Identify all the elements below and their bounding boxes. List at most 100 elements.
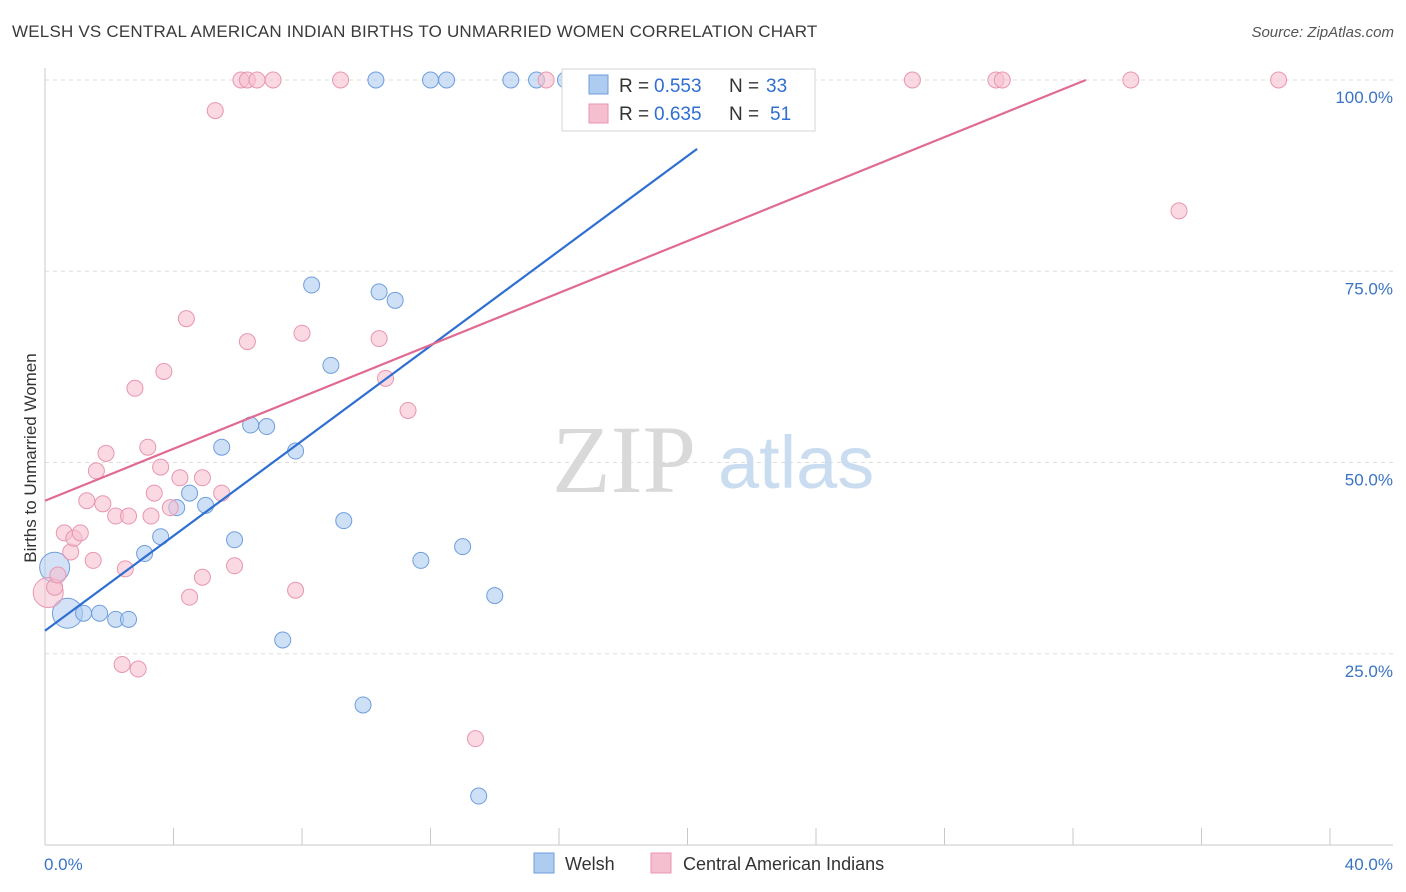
legend-swatch-welsh: [588, 74, 609, 95]
cai-point-8: [84, 551, 102, 569]
legend-n-value-cai: 51: [770, 104, 791, 125]
welsh-point-15: [274, 631, 292, 649]
cai-point-38: [466, 730, 484, 748]
cai-point-49: [1270, 71, 1288, 89]
legend-swatch-cai: [588, 103, 609, 124]
y-tick-label-2: 75.0%: [1345, 279, 1393, 298]
watermark-atlas: atlas: [718, 421, 874, 504]
welsh-point-27: [367, 71, 385, 89]
legend-box: R = 0.553 N = 33 R = 0.635 N = 51: [561, 68, 816, 132]
cai-point-10: [94, 495, 112, 513]
welsh-point-18: [322, 356, 340, 374]
welsh-point-17: [303, 276, 321, 294]
welsh-point-11: [213, 438, 231, 456]
cai-point-31: [226, 557, 244, 575]
cai-point-47: [993, 71, 1011, 89]
welsh-point-30: [502, 71, 520, 89]
welsh-point-29: [438, 71, 456, 89]
cai-point-29: [206, 102, 224, 120]
welsh-point-19: [335, 512, 353, 530]
chart-title: WELSH VS CENTRAL AMERICAN INDIAN BIRTHS …: [12, 22, 818, 41]
cai-point-7: [78, 492, 96, 510]
cai-point-6: [71, 524, 89, 542]
cai-point-2: [49, 566, 67, 584]
cai-point-27: [193, 568, 211, 586]
cai-point-26: [181, 588, 199, 606]
central-american-indian-points: [32, 71, 1288, 748]
cai-point-42: [264, 71, 282, 89]
trend-lines: [44, 78, 1087, 632]
cai-point-14: [116, 560, 134, 578]
watermark: ZIP atlas: [552, 406, 874, 513]
cai-point-33: [287, 581, 305, 599]
welsh-point-21: [370, 283, 388, 301]
welsh-points: [39, 71, 574, 805]
grid-lines: [45, 79, 1393, 655]
y-tick-label-1: 50.0%: [1345, 471, 1393, 490]
welsh-point-23: [412, 551, 430, 569]
bottom-legend-swatch-cai: [650, 852, 672, 874]
bottom-legend-swatch-welsh: [533, 852, 555, 874]
legend-r-value-welsh: 0.553: [654, 76, 702, 97]
welsh-point-24: [454, 538, 472, 556]
cai-point-22: [155, 362, 173, 380]
welsh-point-6: [136, 545, 154, 563]
cai-point-16: [126, 379, 144, 397]
cai-point-18: [139, 438, 157, 456]
x-tick-max: 40.0%: [1345, 855, 1393, 874]
cai-point-48: [1122, 71, 1140, 89]
welsh-point-25: [470, 787, 488, 805]
legend-n-label-cai: N =: [729, 104, 759, 125]
welsh-point-5: [120, 610, 138, 628]
cai-point-35: [370, 330, 388, 348]
legend-n-label-welsh: N =: [729, 76, 759, 97]
watermark-zip: ZIP: [552, 406, 696, 513]
cai-point-30: [213, 484, 231, 502]
welsh-point-12: [226, 531, 244, 549]
bottom-legend: Welsh Central American Indians: [533, 852, 884, 874]
axes: [44, 68, 1393, 846]
cai-point-9: [87, 462, 105, 480]
y-tick-label-3: 100.0%: [1335, 88, 1393, 107]
bottom-legend-cai: Central American Indians: [683, 854, 884, 874]
cai-point-37: [399, 401, 417, 419]
cai-point-32: [238, 333, 256, 351]
cai-point-44: [537, 71, 555, 89]
cai-point-15: [120, 507, 138, 525]
cai-point-50: [1170, 202, 1188, 220]
cai-point-45: [903, 71, 921, 89]
cai-point-13: [113, 655, 131, 673]
cai-point-28: [193, 469, 211, 487]
cai-point-43: [332, 71, 350, 89]
welsh-point-9: [181, 484, 199, 502]
cai-point-4: [62, 543, 80, 561]
y-tick-label-0: 25.0%: [1345, 662, 1393, 681]
cai-point-34: [293, 324, 311, 342]
cai-point-11: [97, 444, 115, 462]
cai-point-25: [177, 310, 195, 328]
legend-r-label-cai: R =: [619, 104, 649, 125]
welsh-point-26: [486, 587, 504, 605]
welsh-point-20: [354, 696, 372, 714]
welsh-point-28: [422, 71, 439, 89]
y-tick-labels: 25.0% 50.0% 75.0% 100.0%: [1335, 88, 1393, 681]
welsh-point-3: [91, 604, 109, 622]
cai-point-41: [248, 71, 266, 89]
source-credit: Source: ZipAtlas.com: [1251, 24, 1394, 41]
welsh-point-22: [386, 291, 404, 309]
legend-n-value-welsh: 33: [766, 76, 787, 97]
legend-r-label-welsh: R =: [619, 76, 649, 97]
cai-point-20: [145, 484, 163, 502]
legend-r-value-cai: 0.635: [654, 104, 702, 125]
welsh-trend-line: [44, 147, 698, 632]
bottom-legend-welsh: Welsh: [565, 854, 615, 874]
x-tick-min: 0.0%: [44, 855, 83, 874]
welsh-point-14: [258, 418, 276, 436]
cai-point-21: [152, 458, 170, 476]
y-axis-label: Births to Unmarried Women: [21, 353, 40, 562]
cai-point-24: [171, 469, 189, 487]
cai-point-19: [142, 507, 160, 525]
cai-point-17: [129, 660, 147, 678]
cai-point-23: [161, 499, 179, 517]
